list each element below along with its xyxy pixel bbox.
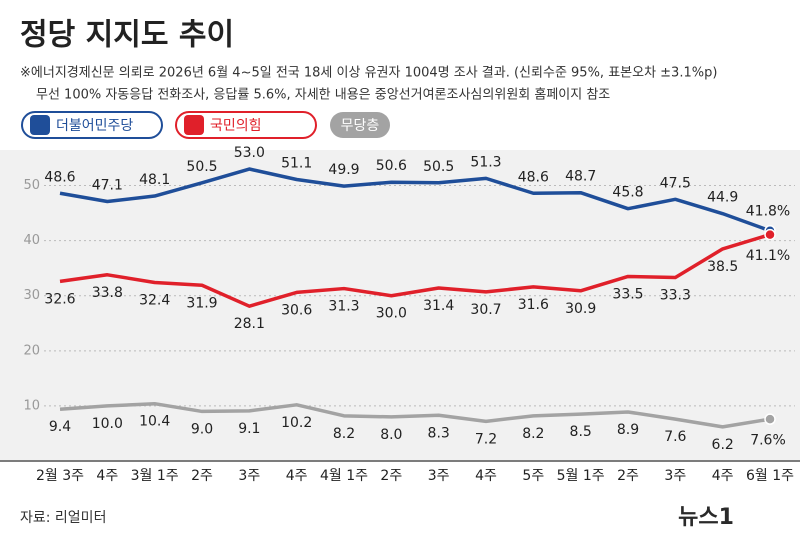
data-label: 9.1 xyxy=(238,421,260,437)
legend-label: 무당층 xyxy=(341,118,380,134)
x-tick-label: 3주 xyxy=(238,468,260,484)
note: ※에너지경제신문 의뢰로 2026년 6월 4~5일 전국 18세 이상 유권자… xyxy=(20,66,717,81)
x-tick-label: 2주 xyxy=(191,468,213,484)
legend-item: 더불어민주당 xyxy=(21,111,163,139)
data-label: 30.9 xyxy=(565,301,596,317)
data-label: 47.1 xyxy=(92,178,123,194)
series-line xyxy=(59,232,771,308)
x-tick-label: 5주 xyxy=(522,468,544,484)
data-label: 31.6 xyxy=(518,297,549,313)
x-tick-label: 4주 xyxy=(286,468,308,484)
data-label: 38.5 xyxy=(707,259,738,275)
data-label: 9.4 xyxy=(49,419,71,435)
data-label: 49.9 xyxy=(328,162,359,178)
data-label: 31.3 xyxy=(328,299,359,315)
brand: 뉴스1 xyxy=(678,505,734,530)
y-tick-label: 30 xyxy=(23,288,40,303)
legend-item: 무당층 xyxy=(330,112,390,138)
data-label: 8.2 xyxy=(333,426,355,442)
legend-box xyxy=(330,112,390,138)
legend-box xyxy=(21,111,163,139)
data-label: 10.2 xyxy=(281,415,312,431)
chart-title: 정당 지지도 추이 xyxy=(20,18,234,53)
y-tick-label: 10 xyxy=(23,398,40,413)
note: 무선 100% 자동응답 전화조사, 응답률 5.6%, 자세한 내용은 중앙선… xyxy=(36,88,610,103)
x-tick-label: 2주 xyxy=(617,468,639,484)
data-label: 50.5 xyxy=(186,159,217,175)
data-label: 10.4 xyxy=(139,414,170,430)
y-tick-label: 20 xyxy=(23,343,40,358)
legend-label: 국민의힘 xyxy=(210,118,262,134)
x-tick-label: 2주 xyxy=(380,468,402,484)
series-line xyxy=(59,401,771,429)
data-label: 8.9 xyxy=(617,422,639,438)
x-tick-label: 6월 1주 xyxy=(746,468,794,484)
data-label: 48.6 xyxy=(518,169,549,185)
data-label: 48.7 xyxy=(565,169,596,185)
data-label: 30.6 xyxy=(281,302,312,318)
data-label: 6.2 xyxy=(712,437,734,453)
data-label: 32.6 xyxy=(44,291,75,307)
x-tick-label: 2월 3주 xyxy=(36,468,84,484)
x-tick-label: 3주 xyxy=(664,468,686,484)
legend-item: 국민의힘 xyxy=(175,111,317,139)
x-tick-label: 4월 1주 xyxy=(320,468,368,484)
data-label: 31.4 xyxy=(423,298,454,314)
data-label: 51.1 xyxy=(281,155,312,171)
data-label: 48.6 xyxy=(44,169,75,185)
data-label: 30.0 xyxy=(376,306,407,322)
data-label: 7.6% xyxy=(750,433,786,449)
data-label: 50.5 xyxy=(423,159,454,175)
brand-logo: 뉴스1 xyxy=(678,505,734,530)
data-label: 33.3 xyxy=(660,288,691,304)
data-label: 41.1% xyxy=(746,248,790,264)
data-label: 33.5 xyxy=(612,286,643,302)
data-label: 48.1 xyxy=(139,172,170,188)
legend-label: 더불어민주당 xyxy=(56,118,133,134)
data-label: 28.1 xyxy=(234,316,265,332)
data-label: 32.4 xyxy=(139,293,170,309)
data-label: 47.5 xyxy=(660,175,691,191)
end-point xyxy=(764,413,776,425)
data-label: 8.0 xyxy=(380,427,402,443)
source: 자료: 리얼미터 xyxy=(20,510,106,526)
legend-icon xyxy=(184,115,204,135)
data-label: 45.8 xyxy=(612,185,643,201)
data-label: 10.0 xyxy=(92,416,123,432)
y-tick-label: 40 xyxy=(23,233,40,248)
data-label: 8.2 xyxy=(522,426,544,442)
data-label: 30.7 xyxy=(470,302,501,318)
y-tick-label: 50 xyxy=(23,178,40,193)
data-label: 53.0 xyxy=(234,145,265,161)
data-label: 33.8 xyxy=(92,285,123,301)
x-tick-label: 4주 xyxy=(96,468,118,484)
data-label: 9.0 xyxy=(191,421,213,437)
data-label: 51.3 xyxy=(470,154,501,170)
data-label: 50.6 xyxy=(376,158,407,174)
data-label: 31.9 xyxy=(186,295,217,311)
x-tick-label: 3주 xyxy=(428,468,450,484)
data-label: 7.2 xyxy=(475,431,497,447)
series-line xyxy=(59,167,771,233)
data-label: 8.3 xyxy=(428,425,450,441)
data-label: 8.5 xyxy=(570,424,592,440)
data-label: 7.6 xyxy=(664,429,686,445)
x-tick-label: 4주 xyxy=(475,468,497,484)
end-point xyxy=(764,228,776,241)
x-tick-label: 3월 1주 xyxy=(131,468,179,484)
legend-icon xyxy=(30,115,50,135)
data-label: 44.9 xyxy=(707,190,738,206)
x-tick-label: 4주 xyxy=(712,468,734,484)
data-label: 41.8% xyxy=(746,204,790,220)
x-tick-label: 5월 1주 xyxy=(557,468,605,484)
legend-box xyxy=(175,111,317,139)
